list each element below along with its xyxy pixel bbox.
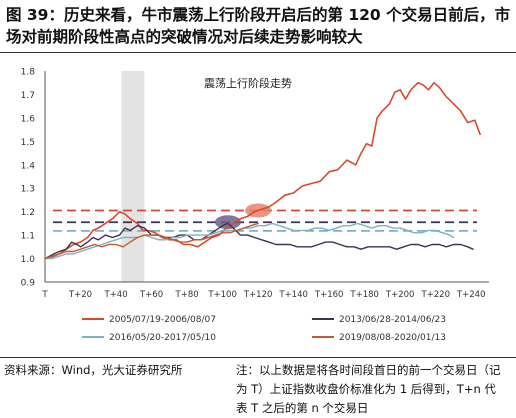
y-tick-label: 1.2	[21, 208, 35, 218]
y-tick-label: 1.4	[21, 161, 36, 171]
x-tick-label: T+180	[349, 290, 379, 300]
bottom-rule	[0, 357, 516, 358]
source-line: 资料来源：Wind，光大证券研究所 注：以上数据是将各时间段首日的前一个交易日（记…	[4, 361, 514, 418]
x-tick-label: T+40	[103, 290, 127, 300]
legend-label-3: 2016/05/20-2017/05/10	[109, 333, 216, 343]
series-line-4	[44, 222, 259, 260]
y-tick-label: 1.3	[21, 185, 35, 195]
series-lines	[44, 81, 481, 260]
y-tick-label: 1.7	[21, 91, 35, 101]
shaded-band-layer	[121, 71, 145, 282]
y-tick-label: 0.9	[21, 279, 36, 289]
x-tick-label: T+240	[456, 290, 486, 300]
series-line-1	[44, 81, 481, 260]
x-tick-label: T+20	[68, 290, 92, 300]
x-tick-label: T+120	[243, 290, 273, 300]
y-tick-labels: 0.9 1.0 1.1 1.2 1.3 1.4 1.5 1.6 1.7 1.8	[21, 68, 36, 289]
figure-title: 图 39：历史来看，牛市震荡上行阶段开启后的第 120 个交易日前后，市场对前期…	[6, 6, 511, 46]
x-tick-label: T+60	[139, 290, 163, 300]
x-tick-label: T+80	[175, 290, 199, 300]
y-tick-label: 1.6	[21, 114, 36, 124]
x-tick-label: T	[41, 290, 48, 300]
legend: 2005/07/19-2006/08/07 2013/06/28-2014/06/…	[82, 315, 446, 343]
legend-label-1: 2005/07/19-2006/08/07	[109, 315, 216, 325]
series-line-2	[44, 222, 474, 260]
line-chart: 0.9 1.0 1.1 1.2 1.3 1.4 1.5 1.6 1.7 1.8 T T+20 T+40…	[0, 58, 516, 358]
x-tick-labels: T T+20 T+40 T+60 T+80 T+100 T+120 T+140 T+160 T+1…	[41, 290, 485, 300]
source-and-note: 资料来源：Wind，光大证券研究所 注：以上数据是将各时间段首日的前一个交易日（记…	[4, 361, 514, 418]
source-text: 资料来源：Wind，光大证券研究所	[4, 363, 183, 377]
x-tick-label: T+140	[278, 290, 308, 300]
series-line-3	[44, 222, 455, 260]
axes	[44, 71, 489, 283]
chart-title: 震荡上行阶段走势	[204, 76, 292, 90]
y-tick-label: 1.1	[21, 232, 35, 242]
y-tick-label: 1.5	[21, 138, 35, 148]
y-tick-label: 1.0	[21, 255, 36, 265]
top-rule	[0, 52, 516, 53]
legend-label-2: 2013/06/28-2014/06/23	[339, 315, 446, 325]
x-tick-label: T+100	[207, 290, 237, 300]
x-tick-label: T+220	[420, 290, 450, 300]
x-tick-label: T+200	[385, 290, 415, 300]
y-tick-label: 1.8	[21, 68, 36, 78]
legend-label-4: 2019/08/08-2020/01/13	[339, 333, 446, 343]
shaded-band	[121, 71, 145, 282]
x-tick-label: T+160	[314, 290, 344, 300]
note-text: 注：以上数据是将各时间段首日的前一个交易日（记为 T）上证指数收盘价标准化为 1…	[236, 363, 501, 415]
